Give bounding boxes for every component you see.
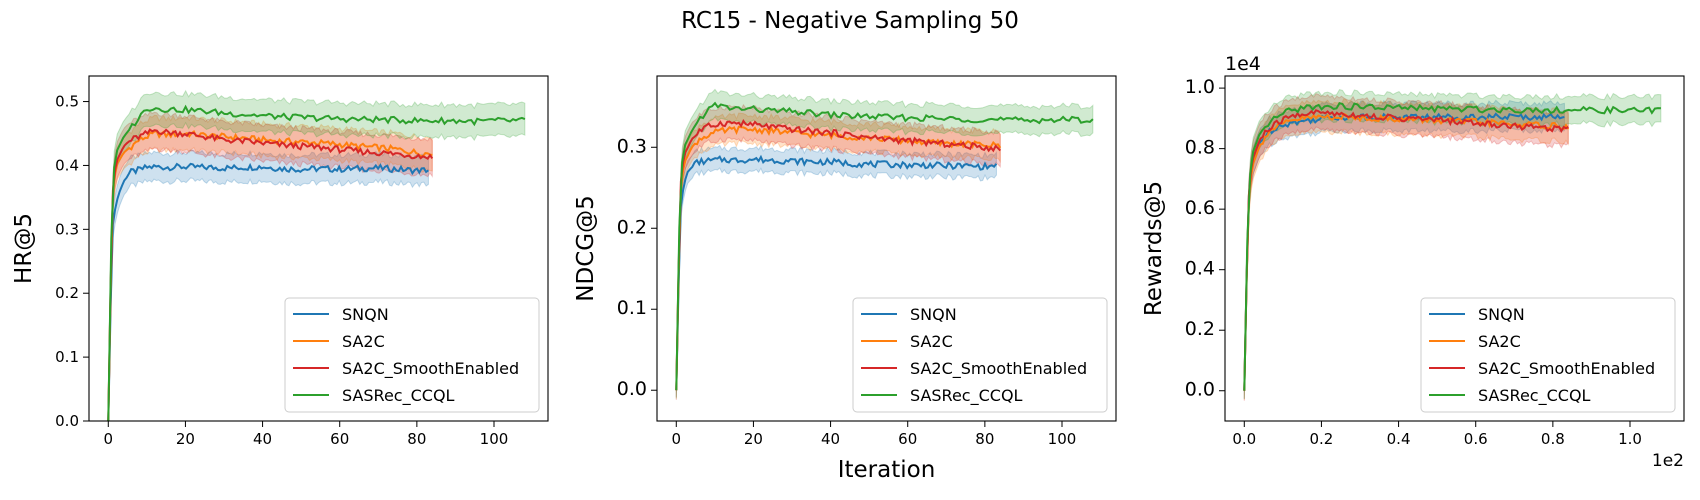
legend-entry-SASRec_CCQL: SASRec_CCQL [910, 386, 1023, 406]
x-tick-label: 0.6 [1464, 430, 1488, 448]
x-tick-label: 40 [821, 430, 840, 448]
legend: SNQN SA2C SA2C_SmoothEnabled SASRec_CCQL [852, 297, 1108, 413]
series-line-SASRec_CCQL [675, 101, 1094, 391]
series-line-SASRec_CCQL [107, 104, 526, 421]
subplot-ndcg: 0 20 40 60 80 100 0.0 0.1 0.2 0.3 NDCG@5 Iteration S… [573, 75, 1117, 483]
y-tick-label: 0.2 [617, 216, 647, 238]
confidence-band-SASRec_CCQL [107, 89, 526, 421]
plot-frame [88, 75, 549, 422]
x-tick-label: 80 [975, 430, 994, 448]
y-tick-label: 0.0 [617, 378, 647, 400]
y-tick-label: 0.2 [55, 284, 79, 302]
x-tick-label: 0 [104, 430, 114, 448]
series-line-SNQN [1243, 112, 1565, 391]
confidence-band-SA2C_SmoothEnabled [1243, 93, 1569, 401]
legend-entry-SA2C: SA2C [1478, 332, 1521, 351]
series-line-SA2C_SmoothEnabled [675, 119, 1002, 391]
x-tick-label: 60 [898, 430, 917, 448]
plot-area [675, 88, 1094, 400]
series-line-SA2C_SmoothEnabled [107, 128, 434, 421]
subplot-hr: 0 20 40 60 80 100 0.0 0.1 0.2 0.3 0.4 0.5 HR@5 SNQN SA… [11, 75, 549, 448]
legend-entry-SASRec_CCQL: SASRec_CCQL [1478, 386, 1591, 406]
figure-title: RC15 - Negative Sampling 50 [681, 8, 1019, 34]
confidence-band-SNQN [107, 149, 429, 421]
legend-entry-SA2C_SmoothEnabled: SA2C_SmoothEnabled [910, 359, 1087, 379]
legend: SNQN SA2C SA2C_SmoothEnabled SASRec_CCQL [284, 297, 540, 413]
y-tick-label: 0.0 [55, 412, 79, 430]
subplots: 0 20 40 60 80 100 0.0 0.1 0.2 0.3 0.4 0.5 HR@5 SNQN SA… [11, 53, 1685, 483]
confidence-band-SNQN [675, 144, 997, 398]
legend-entry-SNQN: SNQN [342, 305, 389, 324]
y-tick-label: 0.2 [1185, 318, 1215, 340]
y-tick-label: 1.0 [1185, 76, 1215, 98]
x-tick-label: 0.8 [1541, 430, 1565, 448]
legend-entry-SA2C: SA2C [342, 332, 385, 351]
series-line-SNQN [675, 154, 998, 391]
x-tick-label: 0.2 [1309, 430, 1333, 448]
legend-entry-SASRec_CCQL: SASRec_CCQL [342, 386, 455, 406]
x-tick-label: 20 [176, 430, 195, 448]
legend-entry-SA2C_SmoothEnabled: SA2C_SmoothEnabled [342, 359, 519, 379]
legend-entry-SA2C: SA2C [910, 332, 953, 351]
series-line-SASRec_CCQL [1243, 102, 1661, 391]
y-tick-label: 0.1 [617, 297, 647, 319]
x-axis-label: Iteration [838, 457, 936, 483]
series-line-SA2C_SmoothEnabled [1243, 109, 1569, 391]
legend-box [852, 297, 1108, 413]
y-tick-label: 0.6 [1185, 197, 1215, 219]
y-offset-label: 1e4 [1225, 53, 1261, 75]
y-tick-label: 0.3 [55, 220, 79, 238]
y-axis-label: NDCG@5 [573, 195, 599, 301]
subplot-rewards: 0.0 0.2 0.4 0.6 0.8 1.0 0.0 0.2 0.4 0.6 0.8 1.0 Rewa… [1141, 53, 1685, 471]
y-axis-label: HR@5 [11, 213, 37, 284]
y-tick-label: 0.4 [1185, 258, 1215, 280]
legend: SNQN SA2C SA2C_SmoothEnabled SASRec_CCQL [1420, 297, 1676, 413]
plot-frame [656, 75, 1117, 422]
x-tick-label: 40 [253, 430, 272, 448]
x-tick-label: 0 [672, 430, 682, 448]
y-tick-label: 0.0 [1185, 379, 1215, 401]
x-tick-label: 100 [480, 430, 509, 448]
x-tick-label: 20 [744, 430, 763, 448]
x-tick-label: 100 [1048, 430, 1077, 448]
legend-entry-SA2C_SmoothEnabled: SA2C_SmoothEnabled [1478, 359, 1655, 379]
x-offset-label: 1e2 [1652, 451, 1684, 471]
y-tick-label: 0.3 [617, 135, 647, 157]
x-tick-label: 1.0 [1618, 430, 1642, 448]
x-tick-label: 60 [330, 430, 349, 448]
confidence-band-SA2C [107, 114, 433, 421]
legend-box [1420, 297, 1676, 413]
x-tick-label: 0.0 [1232, 430, 1256, 448]
plot-frame [1224, 75, 1685, 422]
x-tick-label: 0.4 [1387, 430, 1411, 448]
legend-entry-SNQN: SNQN [1478, 305, 1525, 324]
legend-entry-SNQN: SNQN [910, 305, 957, 324]
x-tick-label: 80 [407, 430, 426, 448]
y-tick-label: 0.8 [1185, 137, 1215, 159]
series-line-SNQN [107, 162, 429, 421]
confidence-band-SA2C_SmoothEnabled [107, 110, 433, 421]
y-tick-label: 0.5 [55, 93, 79, 111]
plot-area [1243, 89, 1662, 401]
legend-box [284, 297, 540, 413]
y-tick-label: 0.1 [55, 348, 79, 366]
plot-area [107, 89, 526, 421]
y-tick-label: 0.4 [55, 156, 79, 174]
y-axis-label: Rewards@5 [1141, 181, 1167, 316]
